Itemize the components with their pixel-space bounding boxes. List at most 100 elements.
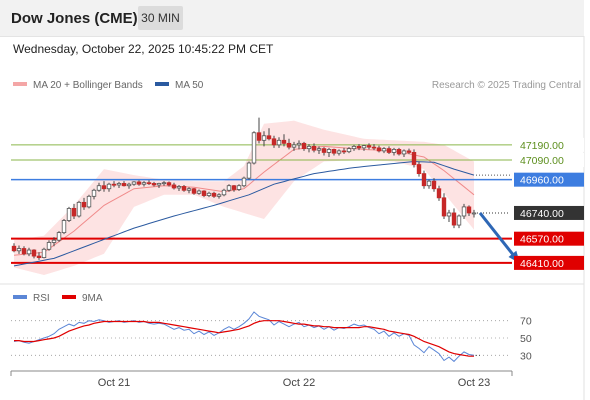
support-2-label: 46410.00 [520,258,564,270]
candle-body [406,150,412,153]
candle-body [106,183,112,190]
candle-body [96,185,102,191]
candle-body [461,206,467,217]
candle-body [321,148,327,153]
candle-body [166,182,172,186]
candle-body [26,249,32,255]
candle-body [201,190,207,196]
candle-body [306,145,312,150]
candle-body [86,195,92,208]
candle-body [391,148,397,153]
pivot-label-box [514,172,584,187]
candle-body [176,186,182,189]
candle-body [191,188,197,194]
candle-body [36,255,42,258]
candle-body [361,145,367,149]
timestamp: Wednesday, October 22, 2025 10:45:22 PM … [13,42,274,56]
resistance-1-label-box [514,137,584,152]
last-price-label-box [514,205,584,220]
support-1-label-box [514,231,584,246]
resistance-2-label-box [514,152,584,167]
candle-body [216,194,222,197]
candle-body [236,185,242,190]
legend-ma50-label: MA 50 [175,80,204,91]
pivot-label: 46960.00 [520,175,564,187]
candle-body [126,183,132,187]
candle-body [156,183,162,186]
candle-body [471,212,477,215]
candle-body [61,220,67,234]
candle-body [241,177,247,187]
rsi-tick-label-70: 70 [520,316,532,328]
candle-body [251,132,257,164]
candle-body [396,148,402,155]
support-1-label: 46570.00 [520,234,564,246]
rsi-tick-label-50: 50 [520,333,532,345]
candle-body [356,145,362,149]
candle-body [31,249,37,257]
candle-body [256,132,262,141]
candle-body [431,180,437,190]
candle-body [186,188,192,191]
candle-body [426,180,432,187]
header-bar: Dow Jones (CME) 30 MIN [0,0,584,37]
candle-body [231,185,237,190]
legend-rsi: RSI [13,293,50,304]
legend-9ma: 9MA [62,293,103,304]
date-label-2: Oct 23 [458,377,490,389]
rsi-line [13,311,475,363]
candle-body [316,148,322,151]
candle-body [271,138,277,146]
legend-bollinger: MA 20 + Bollinger Bands [13,80,143,91]
candle-body [81,201,87,208]
candle-body [296,142,302,146]
candle-body [441,197,447,217]
candle-body [371,146,377,149]
forecast-arrow-shaft [478,212,520,262]
candle-body [181,186,187,191]
candle-body [146,182,152,185]
candle-body [286,142,292,148]
candle-body [291,144,297,148]
credit-text: Research © 2025 Trading Central [431,80,581,91]
candle-body [76,201,82,217]
candle-body [301,142,307,150]
candle-body [451,212,457,226]
candle-body [381,148,387,152]
candle-body [116,183,122,186]
timeframe-badge[interactable]: 30 MIN [138,6,183,30]
date-label-1: Oct 22 [283,377,315,389]
resistance-2-label: 47090.00 [520,155,564,167]
bollinger-swatch [13,82,27,87]
ma20-line [13,145,475,256]
rsi-swatch [13,295,27,300]
candle-body [466,206,472,214]
candle-body [211,192,217,197]
candle-body [401,150,407,155]
ma50-swatch [155,82,169,87]
candle-body [56,232,62,241]
legend-rsi-label: RSI [33,293,50,304]
legend-bollinger-label: MA 20 + Bollinger Bands [33,80,143,91]
candle-body [266,135,272,140]
candle-body [281,139,287,144]
legend-9ma-label: 9MA [82,293,103,304]
candle-body [336,150,342,154]
last-price-label: 46740.00 [520,208,564,220]
candle-body [41,248,47,258]
candle-body [226,185,232,191]
candle-body [311,145,317,151]
forecast-arrow-head [508,250,520,264]
candle-body [46,242,52,250]
candle-body [326,148,332,153]
candle-body [261,135,267,141]
candle-body [111,183,117,186]
candle-body [446,212,452,217]
candle-body [121,183,127,187]
candle-body [51,239,57,243]
candle-body [71,208,77,217]
candle-body [351,145,357,150]
candle-body [346,148,352,153]
